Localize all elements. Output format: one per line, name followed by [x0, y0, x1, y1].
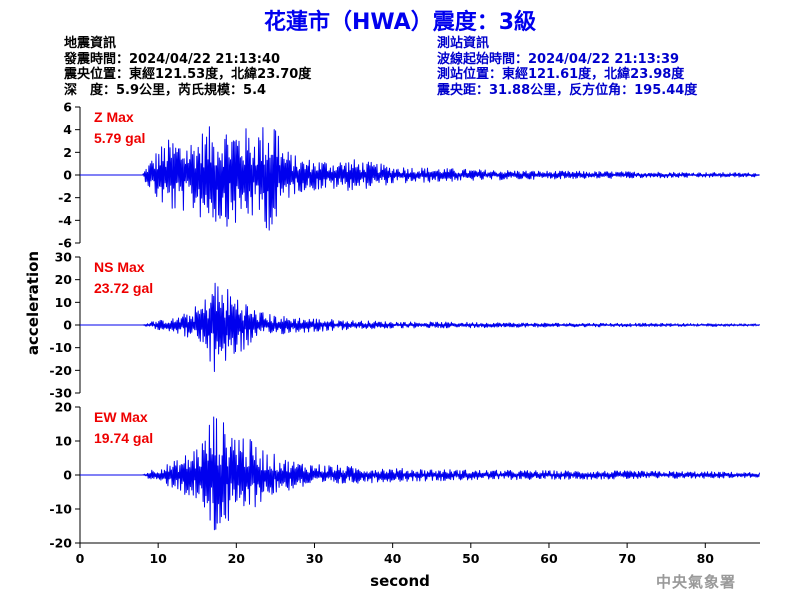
waveform-trace-EW — [80, 416, 760, 531]
y-axis-label: acceleration — [24, 251, 42, 355]
station-location-text: 測站位置：東經121.61度，北緯23.98度 — [437, 67, 685, 82]
y-tick-label-NS: -10 — [49, 340, 72, 355]
y-tick-label-EW: -20 — [49, 536, 72, 551]
waveform-trace-NS — [80, 282, 760, 372]
y-tick-label-Z: -4 — [58, 213, 72, 228]
component-label-Z: Z Max — [94, 109, 134, 125]
y-tick-label-Z: 6 — [63, 100, 72, 115]
y-tick-label-EW: 10 — [55, 434, 73, 449]
x-tick-label: 30 — [306, 551, 324, 566]
quake-info-block: 地震資訊 發震時間：2024/04/22 21:13:40 震央位置：東經121… — [64, 36, 311, 98]
x-tick-label: 0 — [76, 551, 85, 566]
y-tick-label-NS: 0 — [63, 318, 72, 333]
x-axis-label: second — [370, 572, 430, 590]
waveform-trace-Z — [80, 126, 760, 231]
y-tick-label-NS: 20 — [55, 272, 73, 287]
origin-time-text: 發震時間：2024/04/22 21:13:40 — [64, 51, 281, 67]
x-tick-label: 60 — [540, 551, 558, 566]
y-tick-label-Z: 2 — [63, 145, 72, 160]
y-tick-label-Z: -2 — [58, 190, 72, 205]
y-tick-label-NS: -30 — [49, 386, 72, 401]
wave-start-text: 波線起始時間：2024/04/22 21:13:39 — [437, 51, 680, 67]
depth-magnitude-text: 深 度：5.9公里，芮氏規模：5.4 — [64, 82, 267, 98]
y-tick-label-Z: -6 — [58, 236, 72, 251]
component-label-NS: NS Max — [94, 259, 145, 275]
station-info-heading: 測站資訊 — [437, 36, 490, 51]
component-max-NS: 23.72 gal — [94, 280, 153, 296]
distance-azimuth-text: 震央距：31.88公里，反方位角：195.44度 — [437, 82, 698, 98]
x-tick-label: 20 — [228, 551, 246, 566]
y-tick-label-NS: 30 — [55, 250, 73, 265]
x-tick-label: 40 — [384, 551, 402, 566]
y-tick-label-Z: 0 — [63, 168, 72, 183]
chart-title: 花蓮市（HWA）震度：3級 — [263, 10, 537, 35]
component-max-Z: 5.79 gal — [94, 130, 145, 146]
quake-info-heading: 地震資訊 — [64, 36, 117, 51]
y-tick-label-NS: 10 — [55, 295, 73, 310]
station-info-block: 測站資訊 波線起始時間：2024/04/22 21:13:39 測站位置：東經1… — [437, 36, 697, 98]
epicenter-text: 震央位置：東經121.53度，北緯23.70度 — [64, 67, 312, 82]
y-tick-label-EW: 20 — [55, 400, 73, 415]
component-label-EW: EW Max — [94, 409, 148, 425]
y-tick-label-EW: -10 — [49, 502, 72, 517]
x-tick-label: 80 — [697, 551, 715, 566]
x-tick-label: 70 — [618, 551, 636, 566]
component-max-EW: 19.74 gal — [94, 430, 153, 446]
x-tick-label: 50 — [462, 551, 480, 566]
y-tick-label-EW: 0 — [63, 468, 72, 483]
y-tick-label-Z: 4 — [63, 122, 72, 137]
y-tick-label-NS: -20 — [49, 363, 72, 378]
watermark-text: 中央氣象署 — [656, 573, 737, 591]
x-tick-label: 10 — [149, 551, 167, 566]
